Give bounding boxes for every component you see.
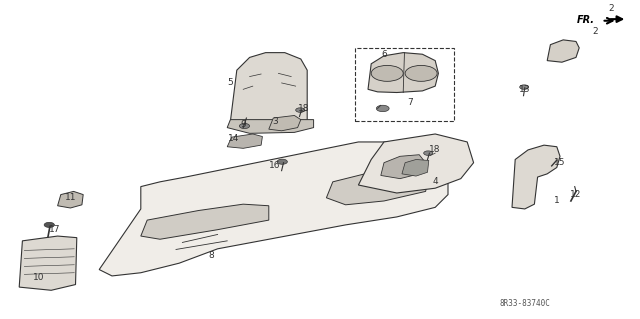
Text: 7: 7 bbox=[407, 98, 412, 107]
Polygon shape bbox=[358, 134, 474, 193]
Text: 8R33-83740C: 8R33-83740C bbox=[499, 299, 550, 308]
Polygon shape bbox=[227, 134, 262, 148]
Circle shape bbox=[277, 159, 287, 164]
Polygon shape bbox=[326, 171, 429, 205]
Polygon shape bbox=[227, 120, 314, 133]
Text: 13: 13 bbox=[519, 85, 531, 94]
Text: 14: 14 bbox=[228, 134, 239, 143]
Text: 5: 5 bbox=[228, 78, 233, 87]
Polygon shape bbox=[19, 236, 77, 290]
Text: FR.: FR. bbox=[577, 15, 595, 25]
Text: 3: 3 bbox=[273, 117, 278, 126]
Polygon shape bbox=[547, 40, 579, 62]
Polygon shape bbox=[99, 142, 448, 276]
Polygon shape bbox=[58, 191, 83, 208]
Circle shape bbox=[405, 65, 437, 81]
Text: 11: 11 bbox=[65, 193, 76, 202]
Circle shape bbox=[376, 105, 389, 112]
Text: 9: 9 bbox=[241, 120, 246, 129]
Text: 1: 1 bbox=[554, 197, 559, 205]
Text: 10: 10 bbox=[33, 273, 44, 282]
Text: 4: 4 bbox=[433, 177, 438, 186]
Circle shape bbox=[371, 65, 403, 81]
Text: 6: 6 bbox=[381, 50, 387, 59]
Polygon shape bbox=[230, 53, 307, 129]
Text: 17: 17 bbox=[49, 225, 60, 234]
Polygon shape bbox=[381, 155, 426, 179]
Text: 16: 16 bbox=[269, 161, 281, 170]
Text: 18: 18 bbox=[298, 104, 310, 113]
Text: 18: 18 bbox=[429, 145, 441, 154]
Text: 15: 15 bbox=[554, 158, 566, 167]
Circle shape bbox=[296, 108, 305, 112]
Polygon shape bbox=[402, 160, 429, 176]
Text: 12: 12 bbox=[570, 190, 582, 199]
Polygon shape bbox=[512, 145, 560, 209]
Text: 2: 2 bbox=[609, 4, 614, 13]
Polygon shape bbox=[269, 115, 301, 131]
Circle shape bbox=[239, 123, 250, 129]
Polygon shape bbox=[368, 53, 438, 93]
Text: 2: 2 bbox=[593, 27, 598, 36]
Circle shape bbox=[44, 222, 54, 227]
Circle shape bbox=[424, 151, 433, 155]
Text: 8: 8 bbox=[209, 251, 214, 260]
Polygon shape bbox=[141, 204, 269, 239]
Circle shape bbox=[520, 85, 529, 89]
